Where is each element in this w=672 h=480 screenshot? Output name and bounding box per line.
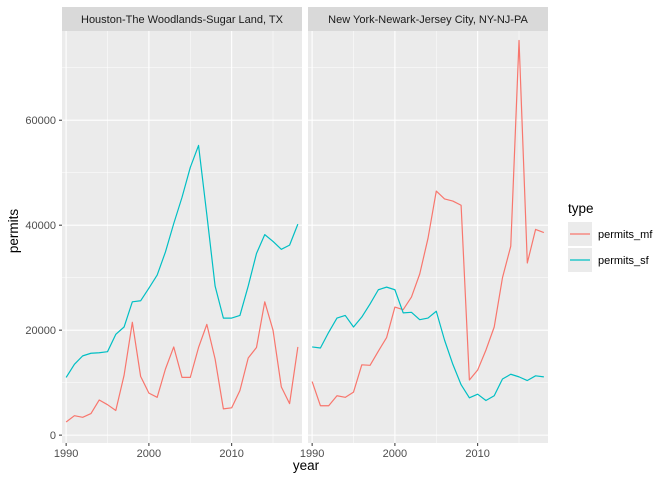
x-tick-label: 2000 <box>137 448 161 460</box>
facet-panels: Houston-The Woodlands-Sugar Land, TX 1990… <box>25 7 548 460</box>
y-tick-label: 40000 <box>25 220 56 232</box>
legend-item-permits-sf: permits_sf <box>568 248 650 272</box>
y-tick-label: 0 <box>50 430 56 442</box>
y-tick-label: 60000 <box>25 115 56 127</box>
x-axis-title: year <box>293 458 320 473</box>
y-tick-label: 20000 <box>25 325 56 337</box>
series-line-permits-mf <box>311 39 545 407</box>
facet-panel-1: Houston-The Woodlands-Sugar Land, TX 1990… <box>25 7 302 460</box>
x-tick-label: 2010 <box>465 448 489 460</box>
facet-strip <box>62 7 302 31</box>
legend: type permits_mf permits_sf <box>568 201 653 272</box>
x-tick-label: 2010 <box>219 448 243 460</box>
facet-strip-label: New York-Newark-Jersey City, NY-NJ-PA <box>328 14 528 26</box>
x-tick-label: 2000 <box>383 448 407 460</box>
series-line-permits-mf <box>65 301 299 423</box>
facet-strip <box>308 7 548 31</box>
legend-label: permits_mf <box>598 229 653 241</box>
legend-item-permits-mf: permits_mf <box>568 222 653 246</box>
x-tick-label: 1990 <box>54 448 78 460</box>
y-axis-title: permits <box>6 209 21 254</box>
series-line-permits-sf <box>65 144 299 378</box>
x-tick-label: 1990 <box>300 448 324 460</box>
legend-title: type <box>568 201 594 216</box>
facet-panel-2: New York-Newark-Jersey City, NY-NJ-PA 199… <box>300 7 548 460</box>
panel-background <box>62 31 302 443</box>
legend-items: permits_mf permits_sf <box>568 222 653 272</box>
legend-label: permits_sf <box>598 255 650 267</box>
facet-strip-label: Houston-The Woodlands-Sugar Land, TX <box>81 14 284 26</box>
series-line-permits-sf <box>312 286 544 402</box>
